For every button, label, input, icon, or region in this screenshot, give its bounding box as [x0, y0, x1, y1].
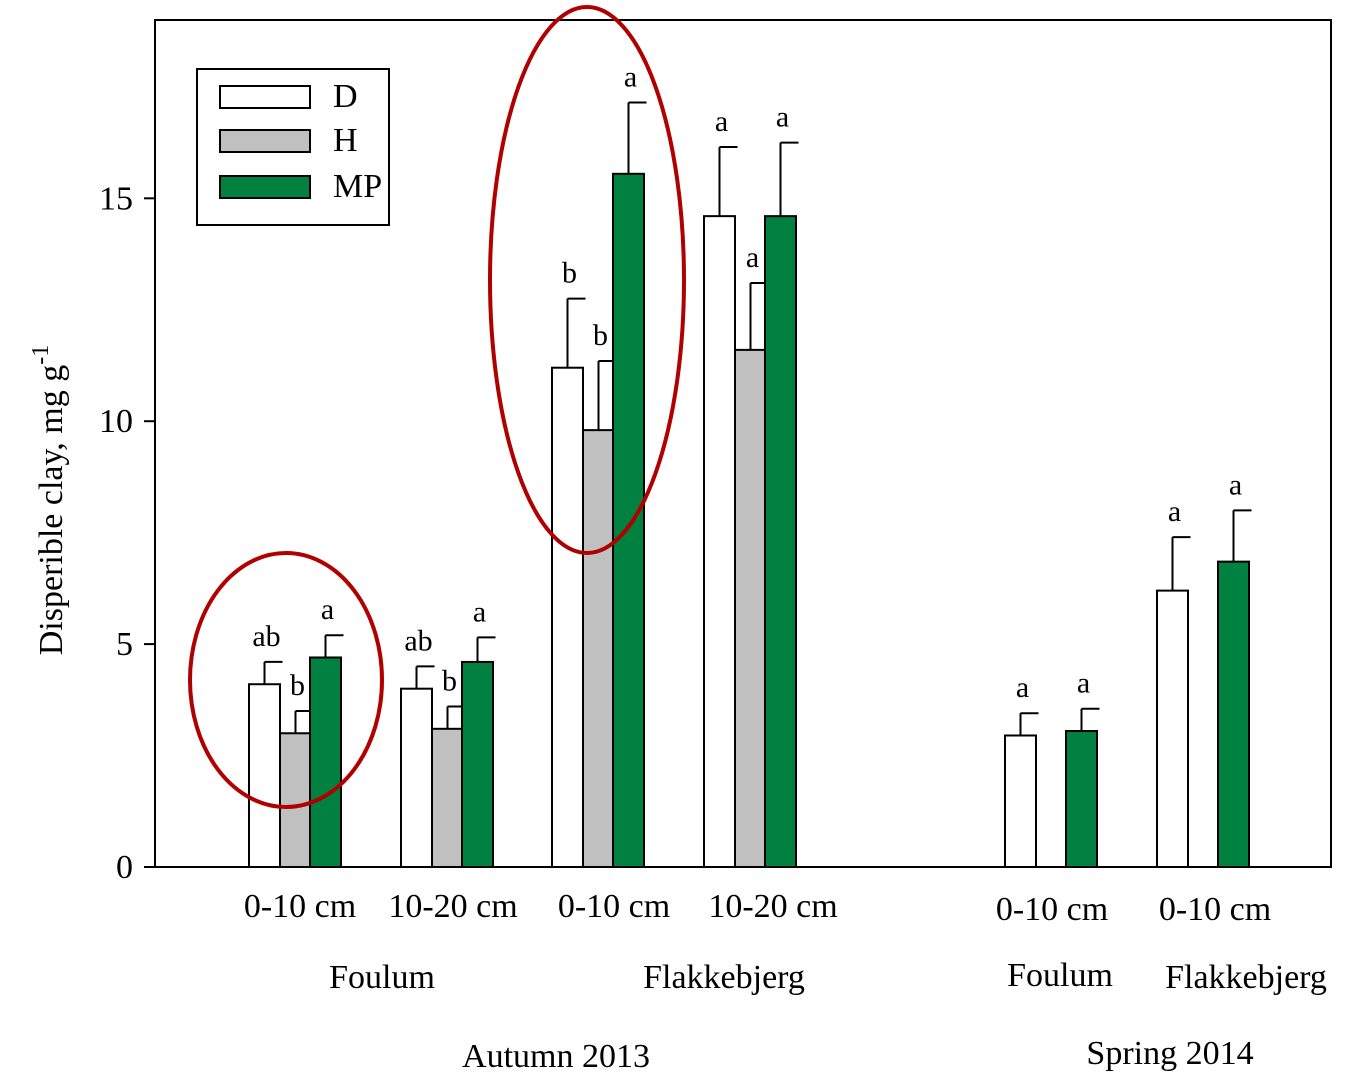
bar-d [248, 683, 281, 868]
significance-letter: b [442, 665, 457, 698]
bar-d [703, 215, 736, 869]
legend: DH MP [196, 68, 390, 226]
significance-letter: a [1016, 671, 1029, 704]
season-label: Autumn 2013 [462, 1038, 650, 1075]
significance-letter: a [1077, 667, 1090, 700]
bar-d [551, 366, 584, 868]
significance-letter: a [1168, 495, 1181, 528]
significance-letter: a [776, 101, 789, 134]
y-tick-label: 15 [99, 180, 133, 217]
significance-letter: b [593, 319, 608, 352]
depth-label: 0-10 cm [996, 891, 1108, 928]
bar-h [431, 727, 464, 868]
bar-mp [764, 215, 797, 869]
significance-letter: ab [404, 624, 432, 657]
bar-mp [612, 172, 645, 868]
depth-label: 10-20 cm [708, 888, 837, 925]
significance-letter: a [473, 595, 486, 628]
bar-d [1004, 734, 1037, 869]
significance-letter: a [715, 105, 728, 138]
highlights [188, 5, 686, 809]
significance-letter: b [290, 669, 305, 702]
season-label: Spring 2014 [1086, 1035, 1253, 1072]
depth-label: 0-10 cm [1159, 891, 1271, 928]
legend-swatch-h [219, 129, 311, 153]
y-axis-title: Disperible clay, mg g-1 [28, 345, 70, 656]
legend-swatch-mp [219, 175, 311, 199]
significance-letter: b [562, 257, 577, 290]
y-axis-title-text: Disperible clay, mg g [33, 365, 70, 656]
legend-label: H [333, 122, 358, 159]
significance-letter: a [321, 593, 334, 626]
y-tick-label: 10 [99, 403, 133, 440]
highlight-ellipse [488, 5, 686, 555]
legend-label: MP [333, 168, 382, 205]
significance-letter: a [1229, 468, 1242, 501]
depth-label: 0-10 cm [558, 888, 670, 925]
legend-label: D [333, 78, 358, 115]
labels: 0-10 cm 10-20 cm 0-10 cm 10-20 cm 0-10 cm 0-1… [244, 888, 1327, 1075]
bar-d [400, 687, 433, 868]
site-label: Foulum [1007, 957, 1113, 994]
site-label: Flakkebjerg [1165, 959, 1327, 996]
site-label: Foulum [329, 959, 435, 996]
y-tick-label: 5 [116, 626, 133, 663]
significance-letter: a [746, 241, 759, 274]
bar-h [734, 348, 767, 868]
bar-mp [309, 656, 342, 868]
bar-mp [461, 660, 494, 868]
bar-h [582, 429, 615, 868]
bar-mp [1065, 730, 1098, 869]
y-tick-label: 0 [116, 849, 133, 886]
legend-swatch-d [219, 85, 311, 109]
highlight-ellipse [188, 551, 384, 809]
y-axis: 0 5 10 15 [99, 180, 155, 886]
bar-d [1156, 589, 1189, 868]
significance-letter: ab [252, 620, 280, 653]
site-label: Flakkebjerg [643, 959, 805, 996]
depth-label: 0-10 cm [244, 888, 356, 925]
bar-h [279, 732, 312, 869]
y-axis-title-superscript: -1 [28, 345, 54, 365]
bar-mp [1217, 560, 1250, 868]
significance-letter: a [624, 60, 637, 93]
depth-label: 10-20 cm [388, 888, 517, 925]
